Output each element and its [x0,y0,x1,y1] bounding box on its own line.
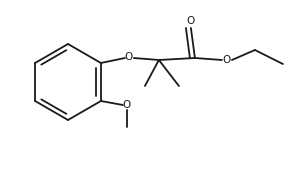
Text: O: O [187,16,195,26]
Text: O: O [123,100,131,110]
Text: O: O [223,55,231,65]
Text: O: O [125,52,133,62]
